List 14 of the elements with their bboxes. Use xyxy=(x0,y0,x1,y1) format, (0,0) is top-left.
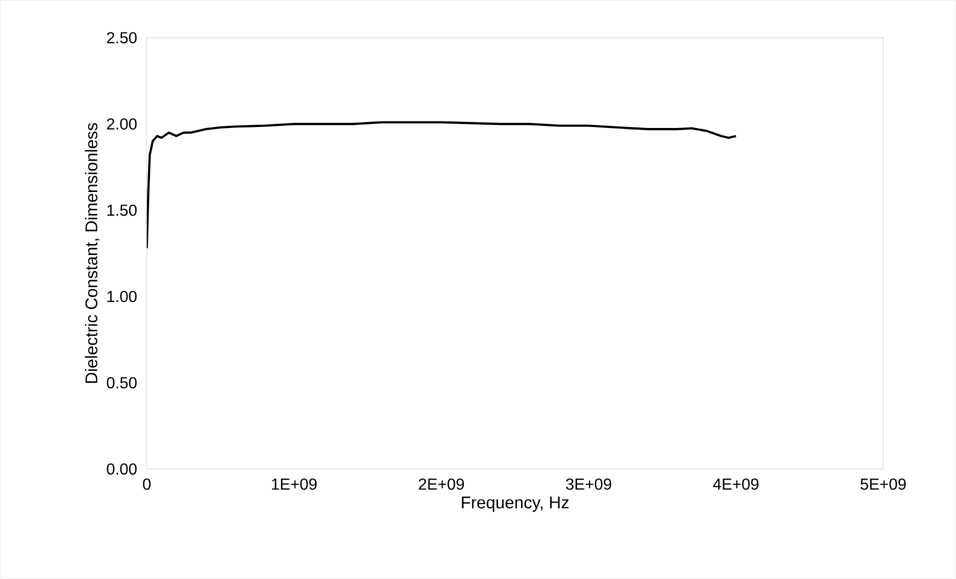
x-tick-label: 2E+09 xyxy=(418,478,464,490)
x-tick-label: 0 xyxy=(142,478,151,490)
x-tick-label: 3E+09 xyxy=(566,478,612,490)
y-tick-label: 2.50 xyxy=(107,32,137,44)
y-tick-label: 1.00 xyxy=(107,290,137,302)
y-axis-title: Dielectric Constant, Dimensionless xyxy=(84,123,100,383)
y-tick-label: 2.00 xyxy=(107,118,137,130)
x-tick-label: 1E+09 xyxy=(272,478,317,490)
x-tick-label: 4E+09 xyxy=(713,478,758,490)
y-tick-label: 0.50 xyxy=(106,377,137,388)
x-axis-title: Frequency, Hz xyxy=(462,496,569,512)
y-tick-label: 1.50 xyxy=(107,204,137,216)
y-tick-label: 0.00 xyxy=(106,463,137,475)
x-tick-label: 5E+09 xyxy=(860,478,906,490)
